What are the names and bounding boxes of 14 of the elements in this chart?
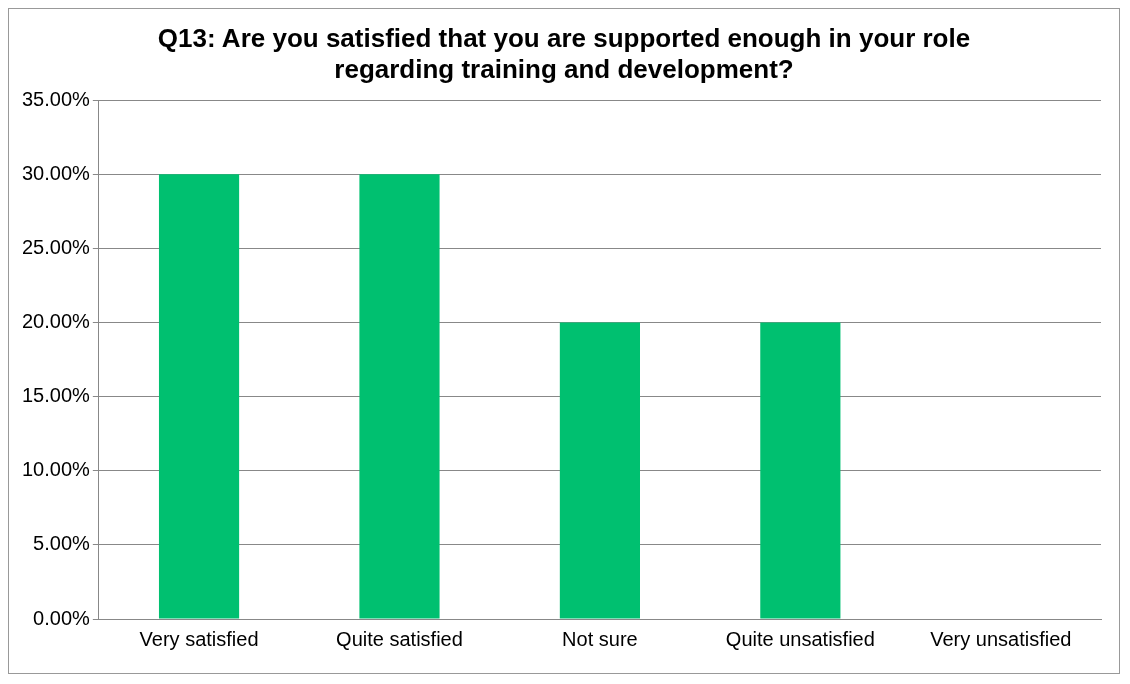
x-tick-label: Very unsatisfied (930, 627, 1072, 650)
y-tick-label: 30.00% (21, 161, 91, 184)
x-tick-label: Not sure (562, 627, 638, 650)
x-tick-label: Quite unsatisfied (725, 627, 875, 650)
y-tick-label: 15.00% (21, 384, 91, 407)
y-tick-label: 20.00% (21, 309, 91, 332)
y-tick-label: 10.00% (21, 458, 91, 481)
chart-title: Q13: Are you satisfied that you are supported enough in your role regarding training and development? (156, 23, 972, 85)
y-tick-label: 25.00% (21, 235, 91, 258)
x-tick-label: Very satisfied (139, 627, 259, 650)
x-tick-label: Quite satisfied (336, 627, 463, 650)
y-tick-label: 5.00% (33, 532, 91, 555)
y-tick-label: 35.00% (21, 87, 91, 110)
y-tick-label: 0.00% (33, 606, 91, 629)
